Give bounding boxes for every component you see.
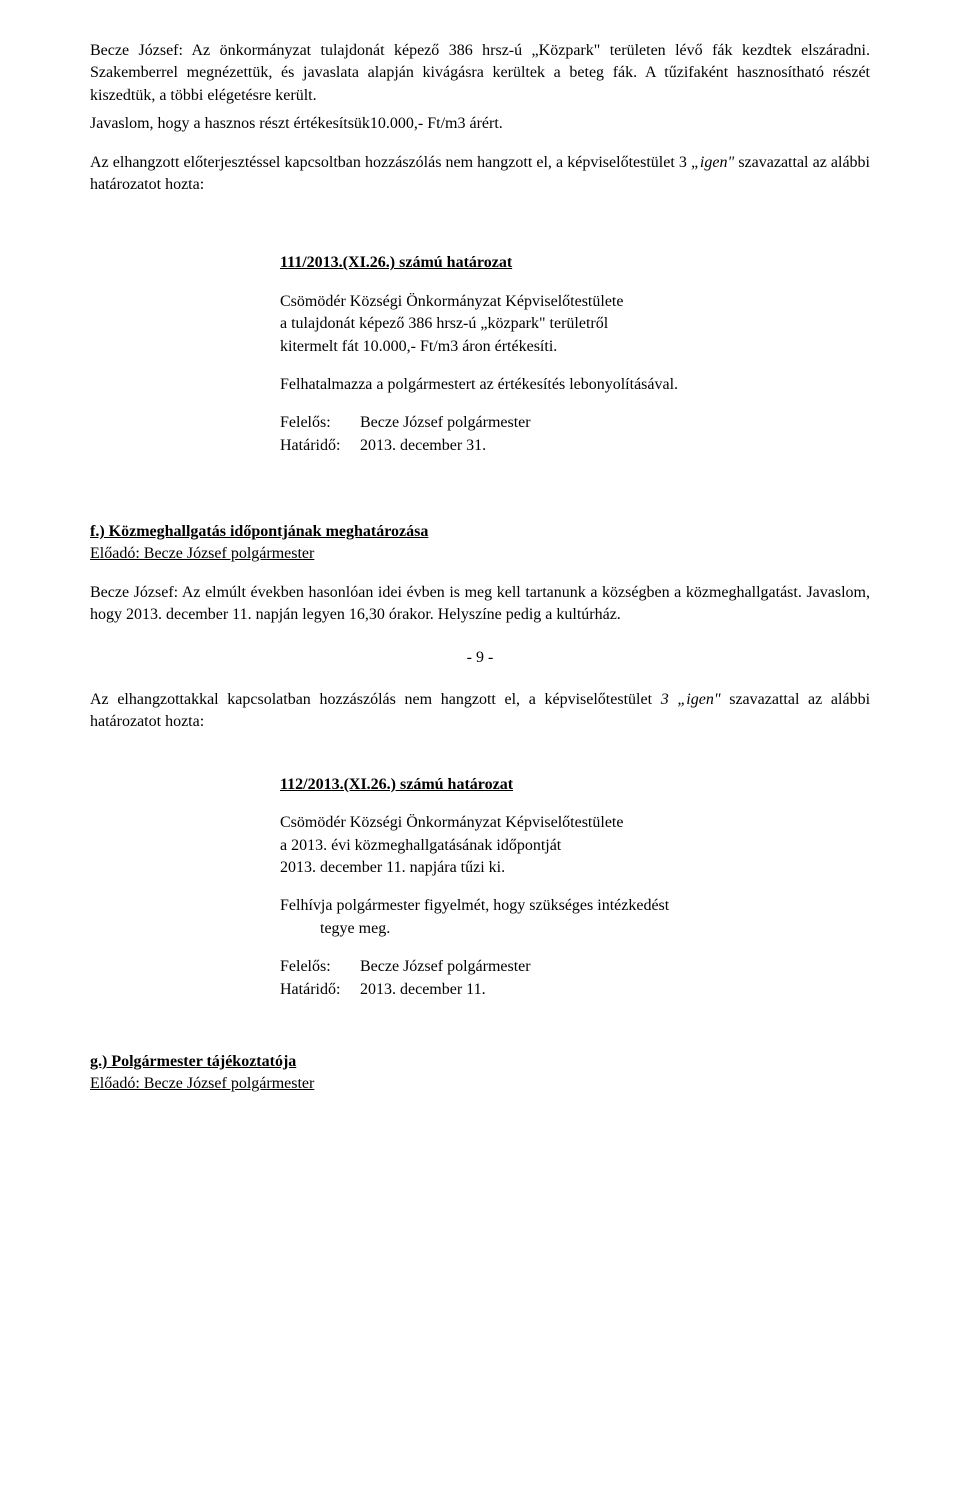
res2-l3: 2013. december 11. napjára tűzi ki. (280, 857, 830, 879)
p3-a: Az elhangzott előterjesztéssel kapcsoltb… (90, 154, 691, 171)
res2-l2: a 2013. évi közmeghallgatásának időpontj… (280, 835, 830, 857)
res1-f-label: Felelős: (280, 412, 360, 434)
paragraph-2: Javaslom, hogy a hasznos részt értékesít… (90, 113, 870, 135)
res1-f-val: Becze József polgármester (360, 412, 531, 434)
res2-l4: Felhívja polgármester figyelmét, hogy sz… (280, 895, 830, 917)
res1-l1: Csömödér Községi Önkormányzat Képviselőt… (280, 291, 830, 313)
res1-l2: a tulajdonát képező 386 hrsz-ú „közpark"… (280, 313, 830, 335)
page-number: - 9 - (90, 647, 870, 669)
p5-a: Az elhangzottakkal kapcsolatban hozzászó… (90, 691, 661, 708)
res2-f-val: Becze József polgármester (360, 956, 531, 978)
res2-h-val: 2013. december 11. (360, 979, 486, 1001)
paragraph-5: Az elhangzottakkal kapcsolatban hozzászó… (90, 689, 870, 734)
res1-h-label: Határidő: (280, 435, 360, 457)
res1-hatarido: Határidő: 2013. december 31. (280, 435, 830, 457)
paragraph-1: Becze József: Az önkormányzat tulajdonát… (90, 40, 870, 107)
paragraph-3: Az elhangzott előterjesztéssel kapcsoltb… (90, 152, 870, 197)
paragraph-4: Becze József: Az elmúlt években hasonlóa… (90, 582, 870, 627)
resolution-1: 111/2013.(XI.26.) számú határozat Csömöd… (280, 252, 830, 457)
res2-l1: Csömödér Községi Önkormányzat Képviselőt… (280, 812, 830, 834)
res1-l4: Felhatalmazza a polgármestert az értékes… (280, 374, 830, 396)
section-g-sub: Előadó: Becze József polgármester (90, 1073, 870, 1095)
res1-felelos: Felelős: Becze József polgármester (280, 412, 830, 434)
section-f-title: f.) Közmeghallgatás időpontjának meghatá… (90, 521, 870, 543)
res1-l3: kitermelt fát 10.000,- Ft/m3 áron értéke… (280, 336, 830, 358)
res2-l5: tegye meg. (320, 918, 830, 940)
resolution-2: 112/2013.(XI.26.) számú határozat Csömöd… (280, 774, 830, 1001)
res2-hatarido: Határidő: 2013. december 11. (280, 979, 830, 1001)
p3-b: „igen" (691, 154, 734, 171)
res1-h-val: 2013. december 31. (360, 435, 486, 457)
section-f-sub: Előadó: Becze József polgármester (90, 543, 870, 565)
p5-b: 3 „igen" (661, 691, 721, 708)
res2-h-label: Határidő: (280, 979, 360, 1001)
res2-felelos: Felelős: Becze József polgármester (280, 956, 830, 978)
res2-f-label: Felelős: (280, 956, 360, 978)
res2-title: 112/2013.(XI.26.) számú határozat (280, 776, 513, 793)
res1-title: 111/2013.(XI.26.) számú határozat (280, 254, 512, 271)
section-g-title: g.) Polgármester tájékoztatója (90, 1051, 870, 1073)
